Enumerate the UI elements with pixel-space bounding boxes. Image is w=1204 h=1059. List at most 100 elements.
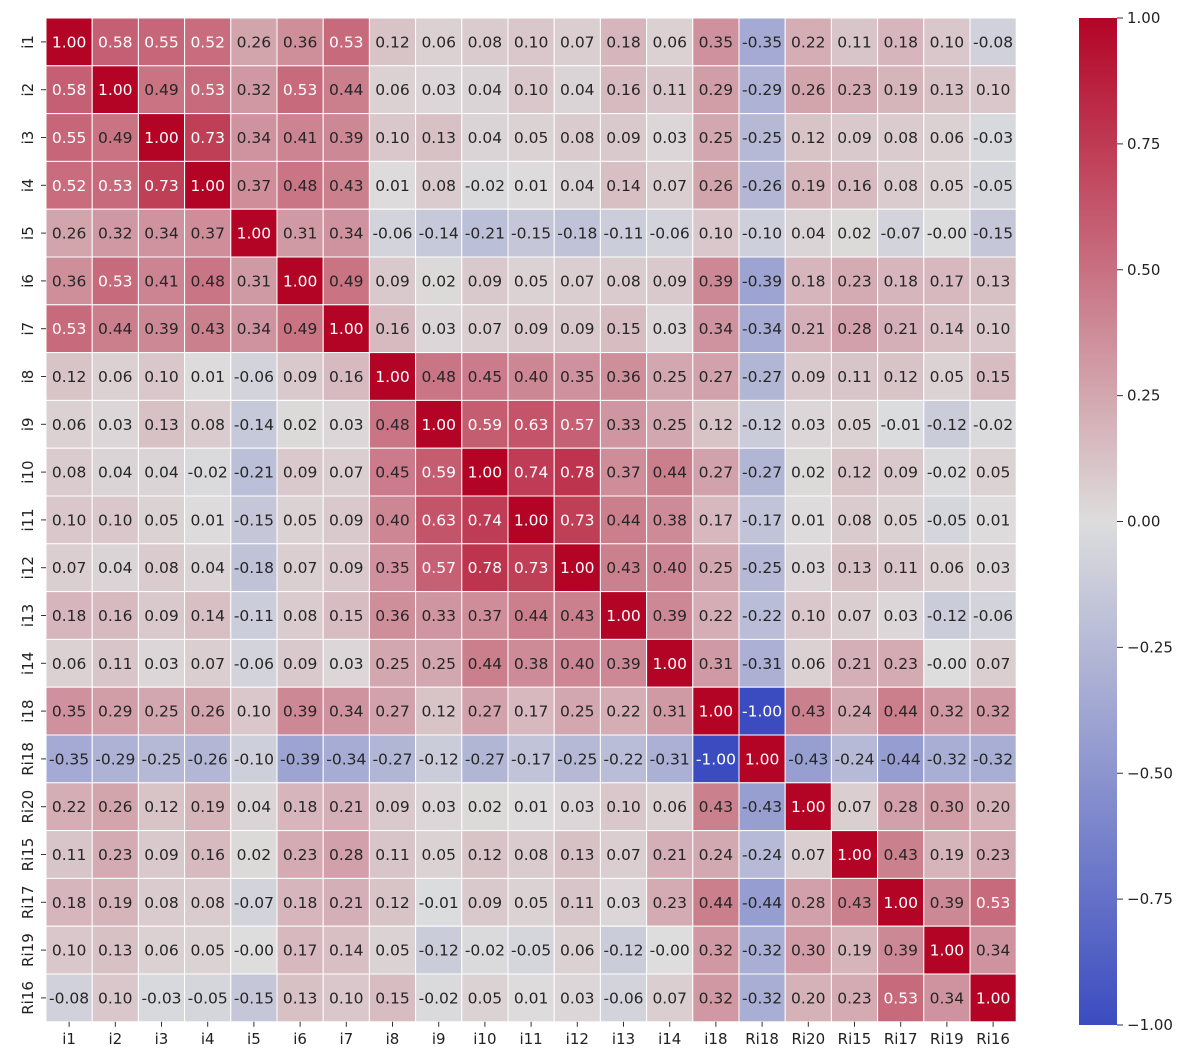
- cell-value-label: 0.03: [976, 559, 1011, 577]
- heatmap-cell: [692, 495, 740, 545]
- cell-value-label: 0.07: [468, 320, 503, 338]
- heatmap-cell: [137, 734, 186, 784]
- y-tick-label: i1: [19, 35, 37, 49]
- heatmap-cell: [599, 447, 648, 497]
- heatmap-cell: [923, 734, 971, 784]
- heatmap-cell: [599, 160, 648, 210]
- cell-value-label: 0.22: [791, 33, 826, 51]
- y-tick-label: i13: [19, 604, 37, 627]
- cell-value-label: 0.11: [98, 655, 133, 673]
- cell-value-label: 0.12: [421, 703, 456, 721]
- heatmap-cell: [877, 925, 925, 975]
- x-tick-label: i8: [386, 1030, 400, 1048]
- heatmap-cell: [646, 973, 694, 1023]
- cell-value-label: 0.25: [652, 416, 687, 434]
- colorbar-tick-label: 0.25: [1127, 387, 1160, 405]
- cell-value-label: -0.11: [234, 607, 274, 625]
- heatmap-cell: [923, 399, 971, 449]
- y-tick-label: i11: [19, 508, 37, 531]
- cell-value-label: 0.03: [421, 798, 456, 816]
- cell-value-label: 0.59: [468, 416, 503, 434]
- heatmap-cell: [322, 734, 370, 784]
- cell-value-label: 0.43: [560, 607, 595, 625]
- cell-value-label: 0.13: [930, 81, 965, 99]
- y-tick-label: i8: [19, 370, 37, 384]
- colorbar-tick-label: 0.00: [1127, 513, 1160, 531]
- heatmap-cell: [45, 925, 93, 975]
- cell-value-label: 1.00: [745, 750, 780, 768]
- cell-value-label: 1.00: [837, 846, 872, 864]
- heatmap-cell: [877, 973, 925, 1023]
- cell-value-label: 0.04: [98, 559, 133, 577]
- cell-value-label: -0.18: [234, 559, 274, 577]
- heatmap-cell: [877, 113, 925, 162]
- cell-value-label: -0.02: [927, 464, 967, 482]
- cell-value-label: 0.48: [190, 272, 225, 290]
- cell-value-label: 0.12: [375, 894, 410, 912]
- cell-value-label: 0.26: [98, 798, 133, 816]
- cell-value-label: 0.35: [699, 33, 734, 51]
- cell-value-label: 1.00: [652, 655, 687, 673]
- heatmap-cell: [368, 973, 417, 1023]
- cell-value-label: 0.44: [98, 320, 133, 338]
- cell-value-label: 0.43: [837, 894, 872, 912]
- cell-value-label: 0.48: [283, 177, 318, 195]
- cell-value-label: 0.18: [883, 272, 918, 290]
- cell-value-label: 1.00: [791, 798, 826, 816]
- cell-value-label: -0.15: [511, 225, 551, 243]
- cell-value-label: 0.28: [329, 846, 364, 864]
- heatmap-cell: [646, 160, 694, 210]
- cell-value-label: 0.57: [560, 416, 595, 434]
- heatmap-cell: [184, 160, 232, 210]
- cell-value-label: 0.39: [329, 129, 364, 147]
- heatmap-cell: [507, 495, 555, 545]
- cell-value-label: 0.03: [329, 655, 364, 673]
- cell-value-label: 0.44: [329, 81, 364, 99]
- heatmap-cell: [415, 973, 463, 1023]
- cell-value-label: 0.53: [883, 989, 918, 1007]
- heatmap-cell: [461, 17, 509, 67]
- cell-value-label: 0.21: [837, 655, 872, 673]
- heatmap-cell: [877, 256, 925, 306]
- cell-value-label: -0.06: [234, 655, 274, 673]
- cell-value-label: 0.07: [283, 559, 318, 577]
- cell-value-label: 0.10: [52, 942, 87, 960]
- heatmap-cell: [461, 256, 509, 306]
- cell-value-label: 0.09: [283, 368, 318, 386]
- cell-value-label: 0.04: [468, 129, 503, 147]
- cell-value-label: 0.25: [699, 559, 734, 577]
- cell-value-label: -0.44: [881, 750, 921, 768]
- heatmap-cell: [830, 734, 879, 784]
- x-tick-label: Ri16: [976, 1030, 1010, 1048]
- cell-value-label: 0.32: [976, 703, 1011, 721]
- cell-value-label: 0.13: [976, 272, 1011, 290]
- heatmap-cell: [91, 352, 139, 401]
- cell-value-label: 0.10: [52, 511, 87, 529]
- cell-value-label: -0.15: [234, 511, 274, 529]
- cell-value-label: 0.05: [190, 942, 225, 960]
- y-tick-label: i5: [19, 226, 37, 240]
- heatmap-cell: [276, 65, 324, 115]
- cell-value-label: 0.01: [375, 177, 410, 195]
- heatmap-cell: [692, 734, 740, 784]
- cell-value-label: -0.11: [603, 225, 643, 243]
- cell-value-label: -0.24: [834, 750, 874, 768]
- heatmap-cell: [368, 65, 417, 115]
- cell-value-label: 0.25: [560, 703, 595, 721]
- cell-value-label: 0.18: [606, 33, 641, 51]
- heatmap-cell: [692, 877, 740, 927]
- cell-value-label: -0.25: [742, 129, 782, 147]
- heatmap-cell: [230, 973, 278, 1023]
- heatmap-cell: [368, 304, 417, 354]
- heatmap-cell: [599, 352, 648, 401]
- cell-value-label: 0.12: [883, 368, 918, 386]
- heatmap-cell: [877, 352, 925, 401]
- cell-value-label: 0.09: [329, 559, 364, 577]
- cell-value-label: 0.04: [560, 81, 595, 99]
- cell-value-label: 1.00: [468, 464, 503, 482]
- x-tick-label: i11: [519, 1030, 542, 1048]
- cell-value-label: 0.58: [52, 81, 87, 99]
- x-tick-label: i10: [473, 1030, 496, 1048]
- cell-value-label: 0.05: [930, 368, 965, 386]
- cell-value-label: 0.17: [699, 511, 734, 529]
